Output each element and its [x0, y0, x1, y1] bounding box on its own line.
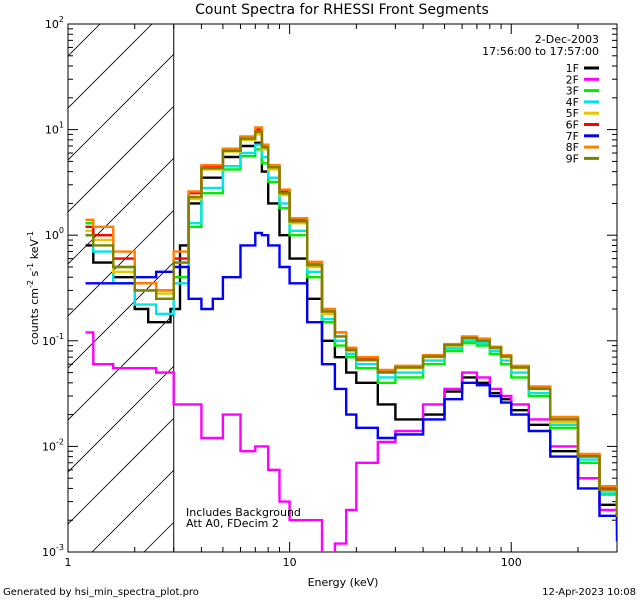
footer-timestamp: 12-Apr-2023 10:08 — [542, 587, 636, 598]
plot-frame — [67, 23, 618, 553]
y-tick-label: 10-1 — [42, 332, 64, 348]
legend-label-4f: 4F — [566, 96, 579, 109]
legend-label-2f: 2F — [566, 73, 579, 86]
legend-label-3f: 3F — [566, 85, 579, 98]
legend-time-range: 17:56:00 to 17:57:00 — [482, 45, 599, 58]
y-tick-label: 10-2 — [42, 437, 64, 453]
legend-label-8f: 8F — [566, 141, 579, 154]
hatch-line — [0, 0, 28, 552]
y-tick-label: 102 — [45, 15, 64, 31]
y-tick-label: 100 — [45, 226, 64, 242]
x-tick-label: 10 — [283, 556, 297, 569]
footer-generated-by: Generated by hsi_min_spectra_plot.pro — [3, 587, 199, 598]
series-2f-line — [85, 331, 617, 552]
series-9f-line — [85, 130, 617, 517]
series-7f-line — [85, 231, 617, 542]
legend-label-9f: 9F — [566, 152, 579, 165]
legend-label-1f: 1F — [566, 62, 579, 75]
y-tick-labels: 102 101 100 10-1 10-2 10-3 — [42, 15, 64, 559]
y-axis-label: counts cm-2 s-1 keV-1 — [26, 231, 41, 345]
axis-ticks — [67, 23, 618, 553]
annotation-background: Includes Background — [186, 506, 301, 519]
y-tick-label: 101 — [45, 121, 64, 137]
annotation-attenuator: Att A0, FDecim 2 — [186, 517, 279, 530]
x-tick-label: 100 — [501, 556, 522, 569]
hatch-line — [68, 24, 153, 109]
legend-label-6f: 6F — [566, 119, 579, 132]
x-tick-label: 1 — [65, 556, 72, 569]
legend-label-7f: 7F — [566, 130, 579, 143]
y-tick-label: 10-3 — [42, 543, 64, 559]
x-tick-labels: 1 10 100 — [65, 556, 522, 569]
legend-date: 2-Dec-2003 — [535, 33, 599, 46]
hatch-line — [68, 24, 205, 161]
x-axis-label: Energy (keV) — [308, 576, 379, 589]
chart-title: Count Spectra for RHESSI Front Segments — [195, 2, 489, 18]
series-lines — [85, 126, 617, 552]
hatch-region — [0, 0, 617, 552]
hatch-mask — [173, 24, 617, 552]
legend-label-5f: 5F — [566, 107, 579, 120]
